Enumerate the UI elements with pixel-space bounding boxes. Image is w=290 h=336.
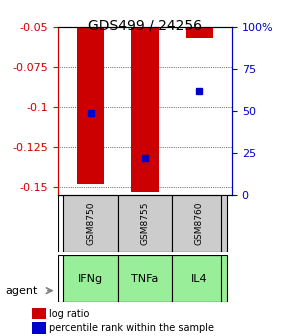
Bar <box>77 27 104 184</box>
Bar <box>32 308 46 319</box>
Bar <box>64 255 118 302</box>
Text: TNFa: TNFa <box>131 274 159 284</box>
Text: GDS499 / 24256: GDS499 / 24256 <box>88 18 202 33</box>
Bar <box>64 195 118 252</box>
Bar <box>118 195 172 252</box>
Bar <box>172 195 226 252</box>
Text: GSM8750: GSM8750 <box>86 202 95 245</box>
Bar <box>172 255 226 302</box>
Bar <box>186 27 213 38</box>
Text: log ratio: log ratio <box>49 309 90 319</box>
Text: GSM8755: GSM8755 <box>140 202 150 245</box>
Text: agent: agent <box>6 286 38 296</box>
Text: IFNg: IFNg <box>78 274 103 284</box>
Text: percentile rank within the sample: percentile rank within the sample <box>49 323 214 333</box>
Bar <box>118 255 172 302</box>
Bar <box>131 27 159 192</box>
Bar <box>32 323 46 334</box>
Text: GSM8760: GSM8760 <box>195 202 204 245</box>
Text: IL4: IL4 <box>191 274 208 284</box>
